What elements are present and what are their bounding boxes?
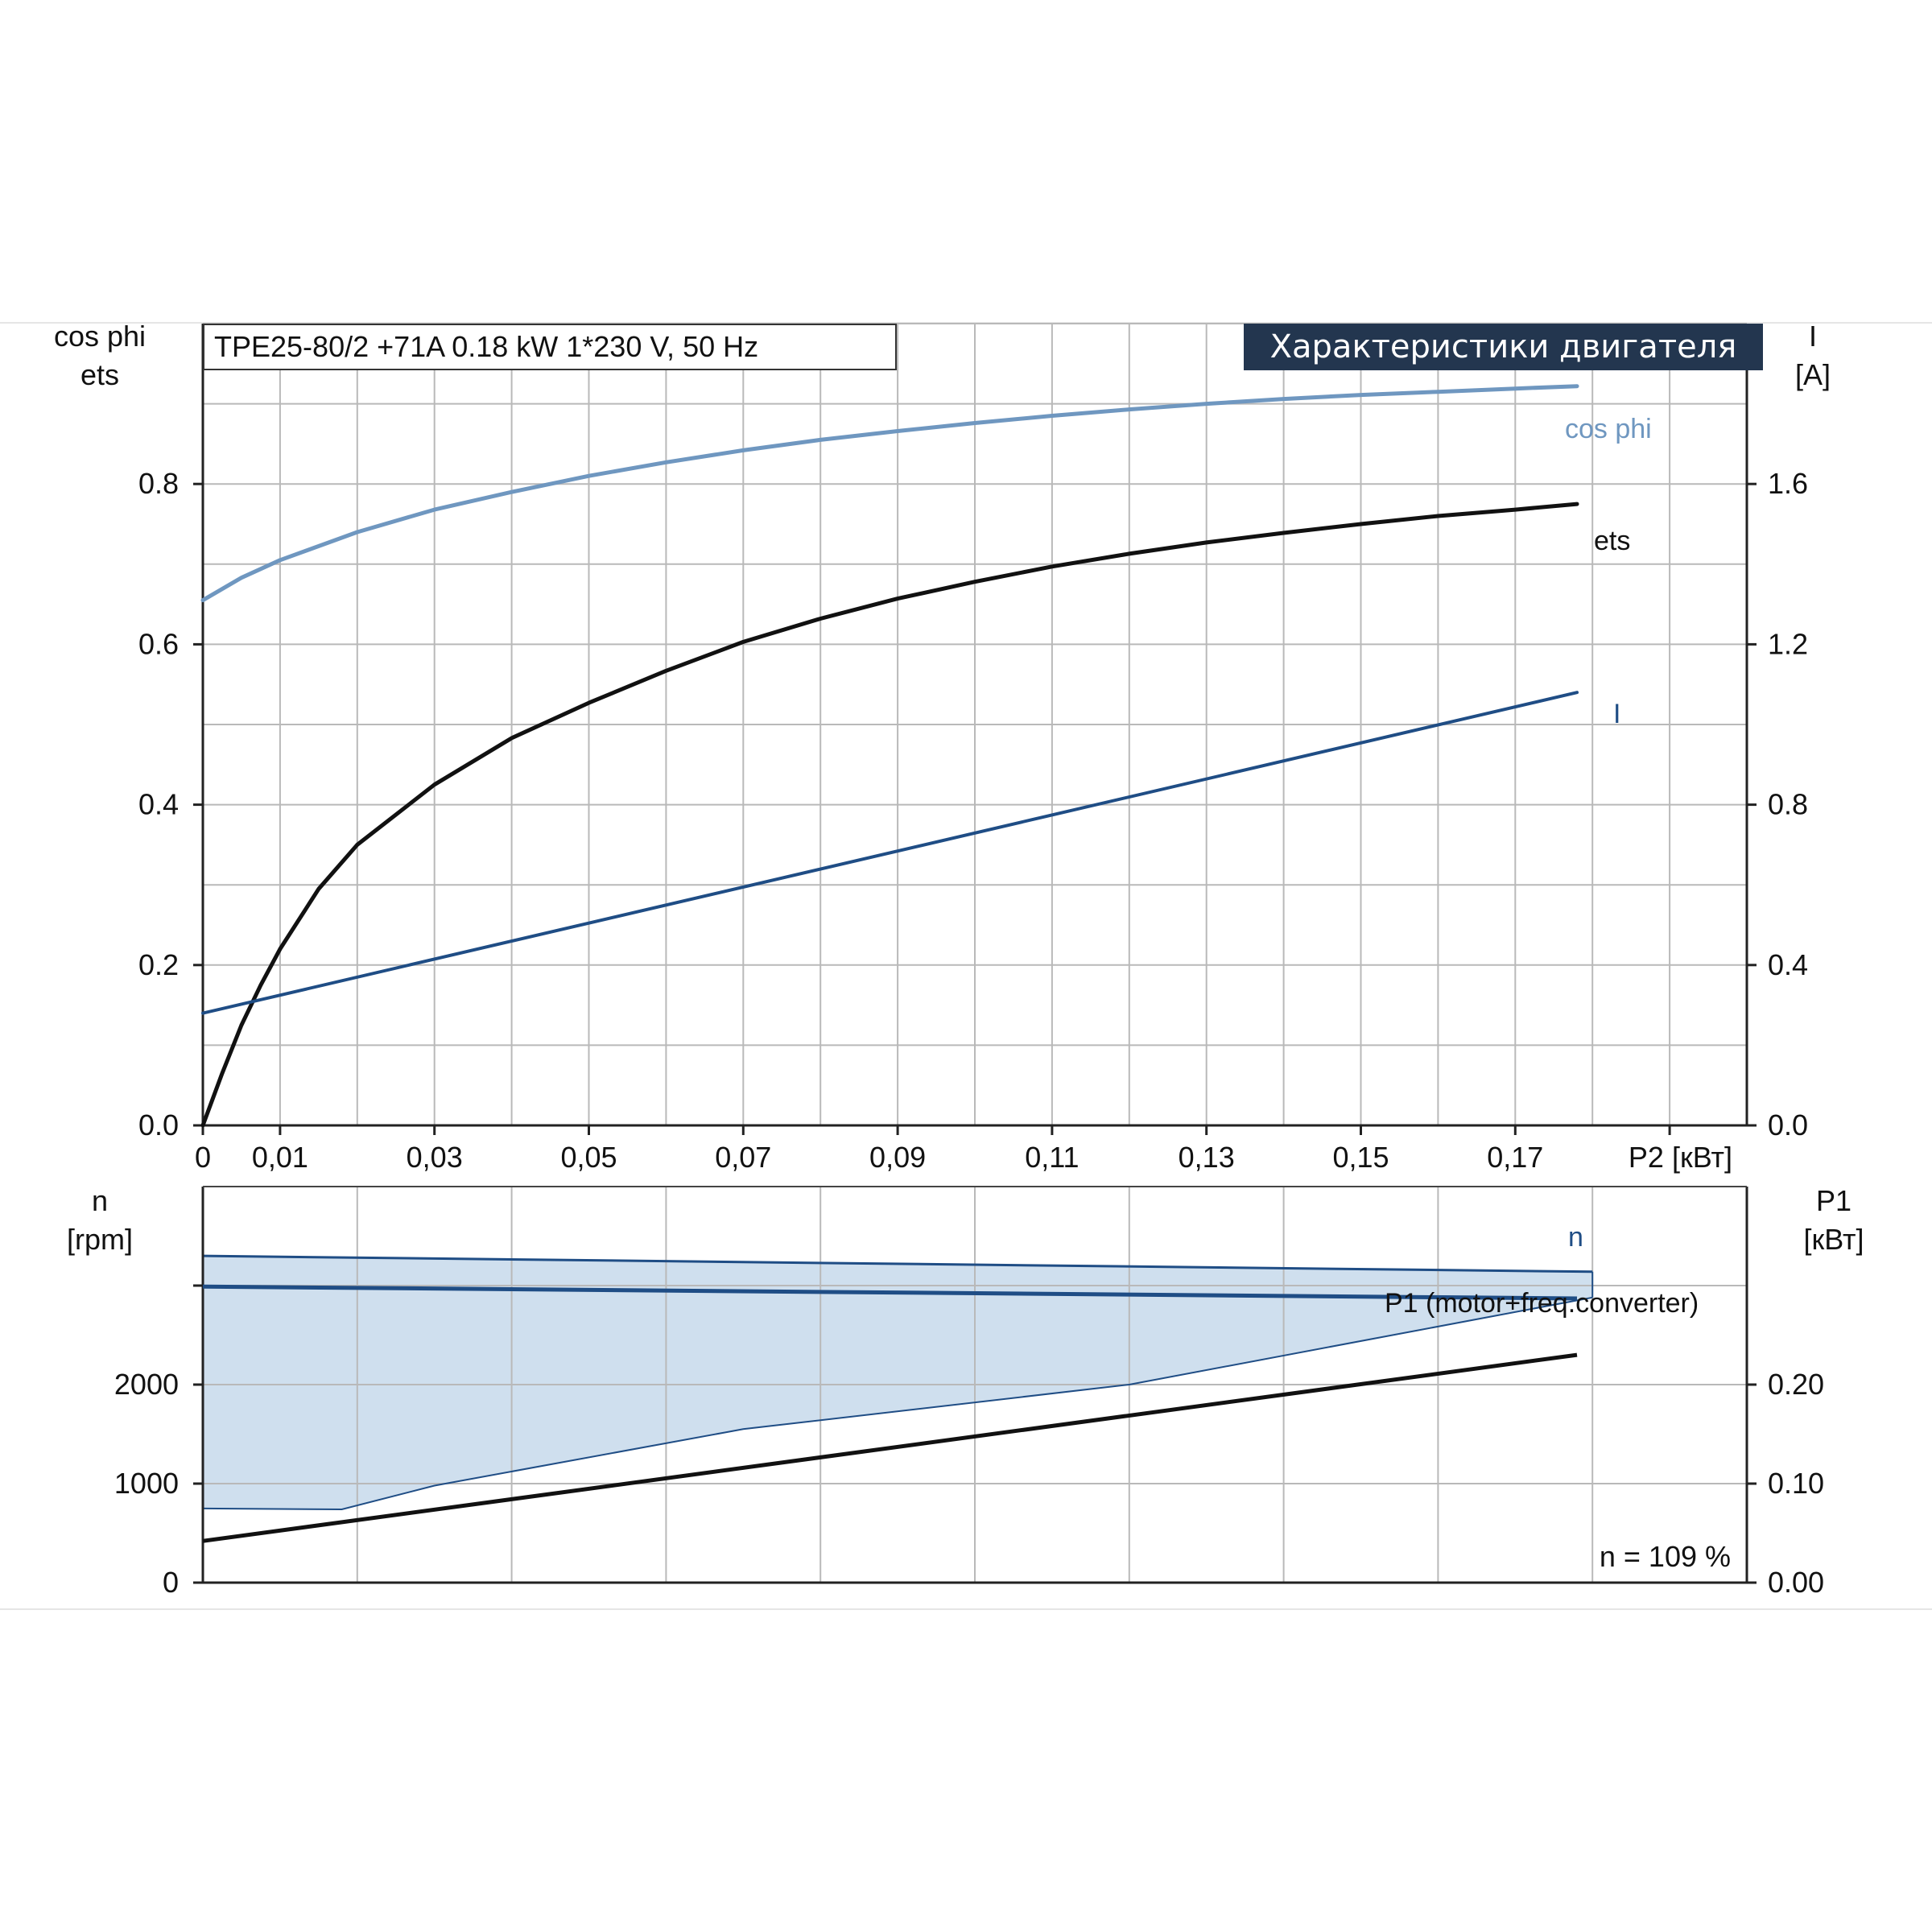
y-left-tick-label: 0.6 [138, 627, 179, 660]
y-left-tick-label: 2000 [114, 1368, 179, 1401]
y-right-tick-label: 1.2 [1768, 627, 1808, 660]
series-label-current: I [1613, 699, 1620, 729]
series-line-i [201, 691, 1579, 1015]
x-tick-label: 0,15 [1332, 1141, 1389, 1174]
y-left-tick-label: 0.2 [138, 948, 179, 981]
y-right-tick-label: 0.10 [1768, 1467, 1824, 1500]
series-label-p1: P1 (motor+freq.converter) [1385, 1288, 1699, 1319]
x-tick-label: 0,03 [407, 1141, 463, 1174]
y-right-label-p1: P1 [1816, 1184, 1852, 1217]
y-left-tick-label: 0.4 [138, 788, 179, 821]
x-tick-label: 0,11 [1025, 1141, 1079, 1174]
x-tick-label: 0,05 [560, 1141, 617, 1174]
speed-percent-note: n = 109 % [1600, 1540, 1731, 1573]
series-line-ets [200, 502, 1579, 1128]
chart-heading: Характеристики двигателя [1244, 324, 1763, 370]
y-right-tick-label: 0.0 [1768, 1108, 1808, 1141]
x-tick-label: 0,07 [715, 1141, 771, 1174]
x-tick-label: 0,17 [1487, 1141, 1543, 1174]
x-tick-label: 0,01 [252, 1141, 308, 1174]
series-label-n: n [1568, 1222, 1583, 1253]
series-line-cos-phi [200, 384, 1579, 603]
speed-band-upper-edge [202, 1254, 1593, 1274]
y-left-tick-label: 0 [163, 1566, 179, 1599]
y-right-label-unit: [A] [1795, 358, 1831, 391]
y-left-label-n: n [92, 1184, 108, 1217]
series-line-n [202, 1284, 1578, 1301]
y-right-tick-label: 1.6 [1768, 467, 1808, 500]
y-right-label-kw: [кВт] [1803, 1223, 1864, 1256]
speed-band-area [203, 1256, 1593, 1509]
series-label-cosphi: cos phi [1565, 414, 1652, 444]
y-right-label-current: I [1809, 320, 1817, 353]
bottom-frame-line [0, 1608, 1932, 1610]
series-label-ets: ets [1594, 526, 1630, 556]
y-left-tick-label: 0.8 [138, 467, 179, 500]
y-left-tick-label: 1000 [114, 1467, 179, 1500]
series-line-p1 [202, 1352, 1578, 1543]
y-left-label-cosphi: cos phi [54, 320, 146, 353]
y-left-tick-label: 0.0 [138, 1108, 179, 1141]
y-left-label-rpm: [rpm] [67, 1223, 133, 1256]
y-right-tick-label: 0.4 [1768, 948, 1808, 981]
x-tick-label: 0,13 [1179, 1141, 1235, 1174]
speed-band-lower-edge [202, 1296, 1593, 1511]
x-tick-label: 0 [195, 1141, 211, 1174]
model-label: TPE25-80/2 +71A 0.18 kW 1*230 V, 50 Hz [203, 324, 897, 370]
x-tick-label: 0,09 [869, 1141, 926, 1174]
y-right-tick-label: 0.8 [1768, 788, 1808, 821]
y-right-tick-label: 0.20 [1768, 1368, 1824, 1401]
y-left-label-ets: ets [80, 358, 119, 391]
y-right-tick-label: 0.00 [1768, 1566, 1824, 1599]
x-axis-label: P2 [кВт] [1629, 1141, 1732, 1174]
